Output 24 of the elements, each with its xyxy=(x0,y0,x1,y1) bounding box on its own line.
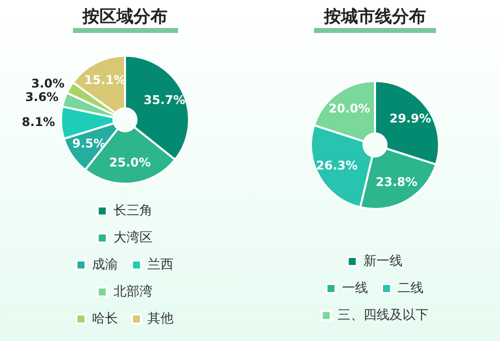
legend-label: 其他 xyxy=(148,311,174,326)
data-label: 15.1% xyxy=(84,72,126,87)
data-label: 23.8% xyxy=(376,175,418,190)
legend-label: 三、四线及以下 xyxy=(337,308,428,323)
data-label: 3.6% xyxy=(25,90,59,104)
legend-label: 一线 xyxy=(342,280,368,296)
legend-label: 哈长 xyxy=(92,311,118,326)
legend-label: 长三角 xyxy=(113,203,152,218)
data-label: 3.0% xyxy=(31,76,65,91)
chart-title: 按区域分布 xyxy=(72,6,178,33)
data-label: 9.5% xyxy=(72,136,106,151)
legend-label: 北部湾 xyxy=(113,283,152,300)
data-label: 26.3% xyxy=(316,158,358,173)
data-label: 20.0% xyxy=(328,102,370,116)
data-label: 25.0% xyxy=(109,155,151,170)
data-label: 35.7% xyxy=(144,92,186,107)
chart-title: 按城市线分布 xyxy=(314,6,436,33)
legend-label: 二线 xyxy=(398,280,424,296)
legend-label: 兰西 xyxy=(148,257,174,272)
legend-label: 大湾区 xyxy=(113,229,152,246)
data-label: 29.9% xyxy=(390,111,432,126)
data-label: 8.1% xyxy=(22,115,56,130)
legend-label: 新一线 xyxy=(363,254,402,269)
legend-label: 成渝 xyxy=(92,257,118,272)
